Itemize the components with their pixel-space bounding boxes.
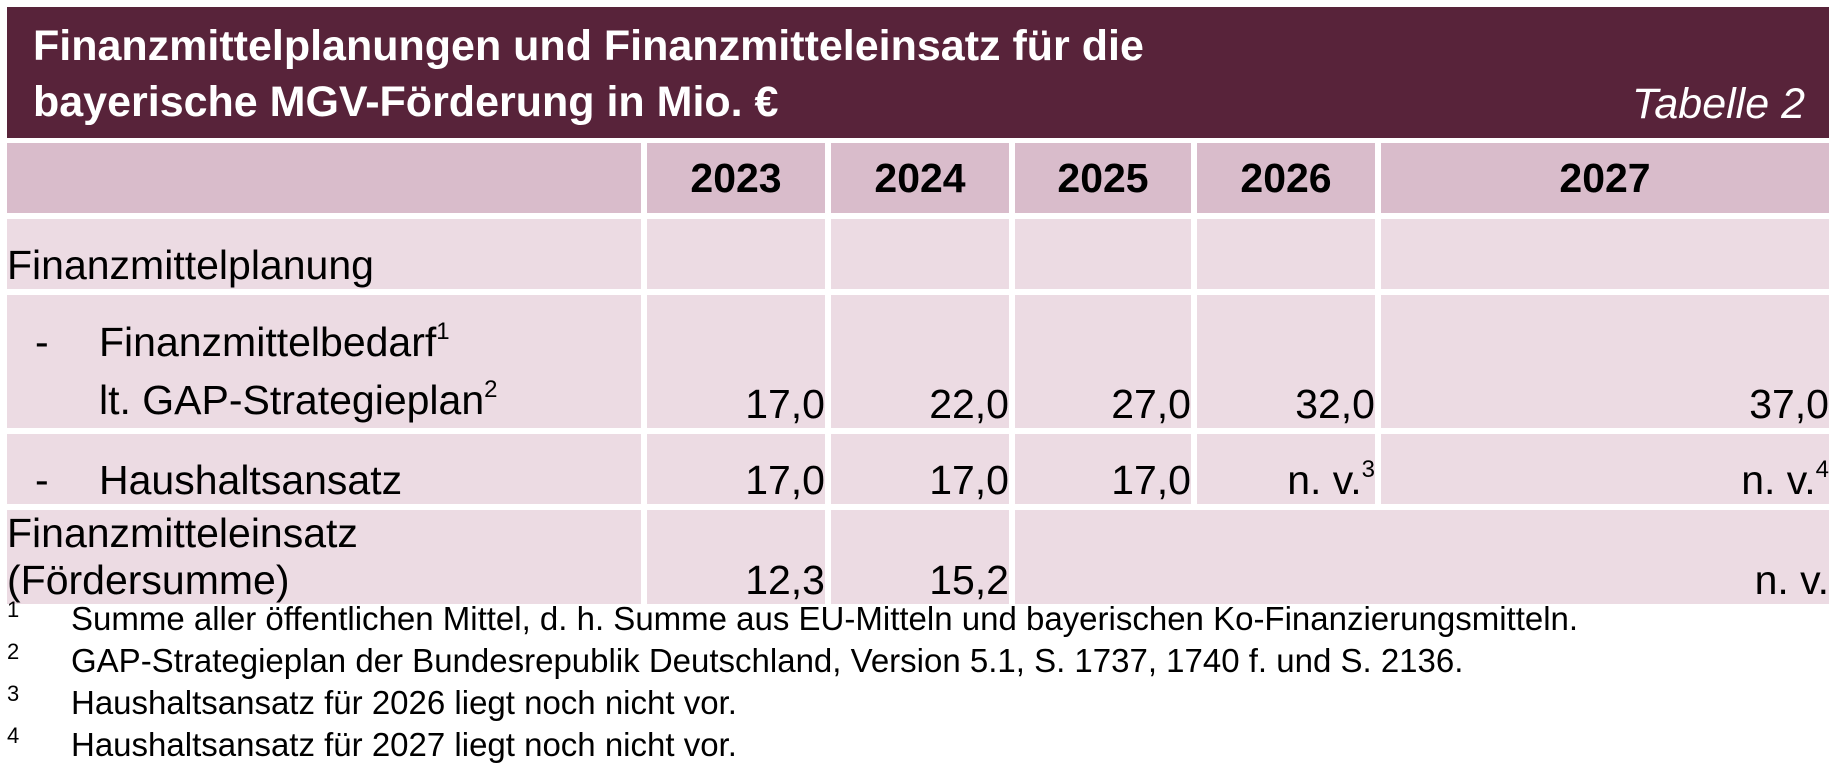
table-row-haushalt: - Haushaltsansatz 17,0 17,0 17,0 n. v.3 n… bbox=[7, 434, 1829, 510]
dash-marker: - bbox=[35, 457, 49, 503]
footnote-text: Summe aller öffentlichen Mittel, d. h. S… bbox=[71, 600, 1579, 637]
value-cell: 17,0 bbox=[1015, 434, 1197, 510]
value-cell: 17,0 bbox=[647, 295, 831, 434]
year-header: 2026 bbox=[1197, 143, 1381, 219]
value-cell: n. v.4 bbox=[1381, 434, 1829, 510]
value-cell: 22,0 bbox=[831, 295, 1015, 434]
value-cell: 27,0 bbox=[1015, 295, 1197, 434]
footnote: 2 GAP-Strategieplan der Bundesrepublik D… bbox=[7, 639, 1829, 682]
value-cell: 17,0 bbox=[647, 434, 831, 510]
year-header: 2025 bbox=[1015, 143, 1197, 219]
haushalt-label: Haushaltsansatz bbox=[99, 457, 403, 503]
value-cell: n. v.3 bbox=[1197, 434, 1381, 510]
table-row-bedarf: - Finanzmittelbedarf1 lt. GAP-Strategiepl… bbox=[7, 295, 1829, 434]
footnote-ref: 3 bbox=[1361, 456, 1375, 483]
row-label-bedarf: - Finanzmittelbedarf1 lt. GAP-Strategiepl… bbox=[7, 295, 647, 434]
footnote-text: GAP-Strategieplan der Bundesrepublik Deu… bbox=[71, 642, 1464, 679]
year-header: 2023 bbox=[647, 143, 831, 219]
footnote: 4 Haushaltsansatz für 2027 liegt noch ni… bbox=[7, 723, 1829, 766]
row-label-einsatz: Finanzmitteleinsatz (Fördersumme) bbox=[7, 510, 647, 610]
empty-cell bbox=[647, 219, 831, 295]
footnote: 1 Summe aller öffentlichen Mittel, d. h.… bbox=[7, 597, 1829, 640]
year-header-row: 2023 2024 2025 2026 2027 bbox=[7, 143, 1829, 219]
empty-cell bbox=[1381, 219, 1829, 295]
footnote-ref: 2 bbox=[484, 376, 498, 403]
header-empty-cell bbox=[7, 143, 647, 219]
footnote-number: 3 bbox=[7, 681, 20, 706]
table-header-banner: Finanzmittelplanungen und Finanzmittelei… bbox=[7, 7, 1829, 138]
footnote-number: 2 bbox=[7, 639, 20, 664]
footnotes: 1 Summe aller öffentlichen Mittel, d. h.… bbox=[7, 597, 1829, 766]
empty-cell bbox=[831, 219, 1015, 295]
footnote-text: Haushaltsansatz für 2027 liegt noch nich… bbox=[71, 726, 737, 763]
table-row-einsatz: Finanzmitteleinsatz (Fördersumme) 12,3 1… bbox=[7, 510, 1829, 610]
title-line-1: Finanzmittelplanungen und Finanzmittelei… bbox=[33, 22, 1144, 70]
merged-value-cell: n. v. bbox=[1015, 510, 1829, 610]
row-label-haushalt: - Haushaltsansatz bbox=[7, 434, 647, 510]
footnote-text: Haushaltsansatz für 2026 liegt noch nich… bbox=[71, 684, 737, 721]
value-cell: 17,0 bbox=[831, 434, 1015, 510]
empty-cell bbox=[1015, 219, 1197, 295]
footnote: 3 Haushaltsansatz für 2026 liegt noch ni… bbox=[7, 681, 1829, 724]
year-header: 2024 bbox=[831, 143, 1015, 219]
title-line-2: bayerische MGV-Förderung in Mio. € bbox=[33, 78, 779, 126]
year-header: 2027 bbox=[1381, 143, 1829, 219]
footnote-number: 1 bbox=[7, 597, 20, 622]
bedarf-label-line1: Finanzmittelbedarf bbox=[99, 319, 437, 365]
value-cell: 15,2 bbox=[831, 510, 1015, 610]
empty-cell bbox=[1197, 219, 1381, 295]
section-row: Finanzmittelplanung bbox=[7, 219, 1829, 295]
footnote-ref: 4 bbox=[1815, 456, 1829, 483]
table-number-label: Tabelle 2 bbox=[1632, 80, 1805, 128]
funding-table: 2023 2024 2025 2026 2027 Finanzmittelpla… bbox=[7, 143, 1829, 610]
footnote-number: 4 bbox=[7, 723, 20, 748]
bedarf-label-line2: lt. GAP-Strategieplan bbox=[99, 377, 485, 423]
footnote-ref: 1 bbox=[436, 318, 450, 345]
value-cell: 37,0 bbox=[1381, 295, 1829, 434]
section-title: Finanzmittelplanung bbox=[7, 219, 647, 295]
dash-marker: - bbox=[35, 319, 49, 365]
value-cell: 12,3 bbox=[647, 510, 831, 610]
value-cell: 32,0 bbox=[1197, 295, 1381, 434]
